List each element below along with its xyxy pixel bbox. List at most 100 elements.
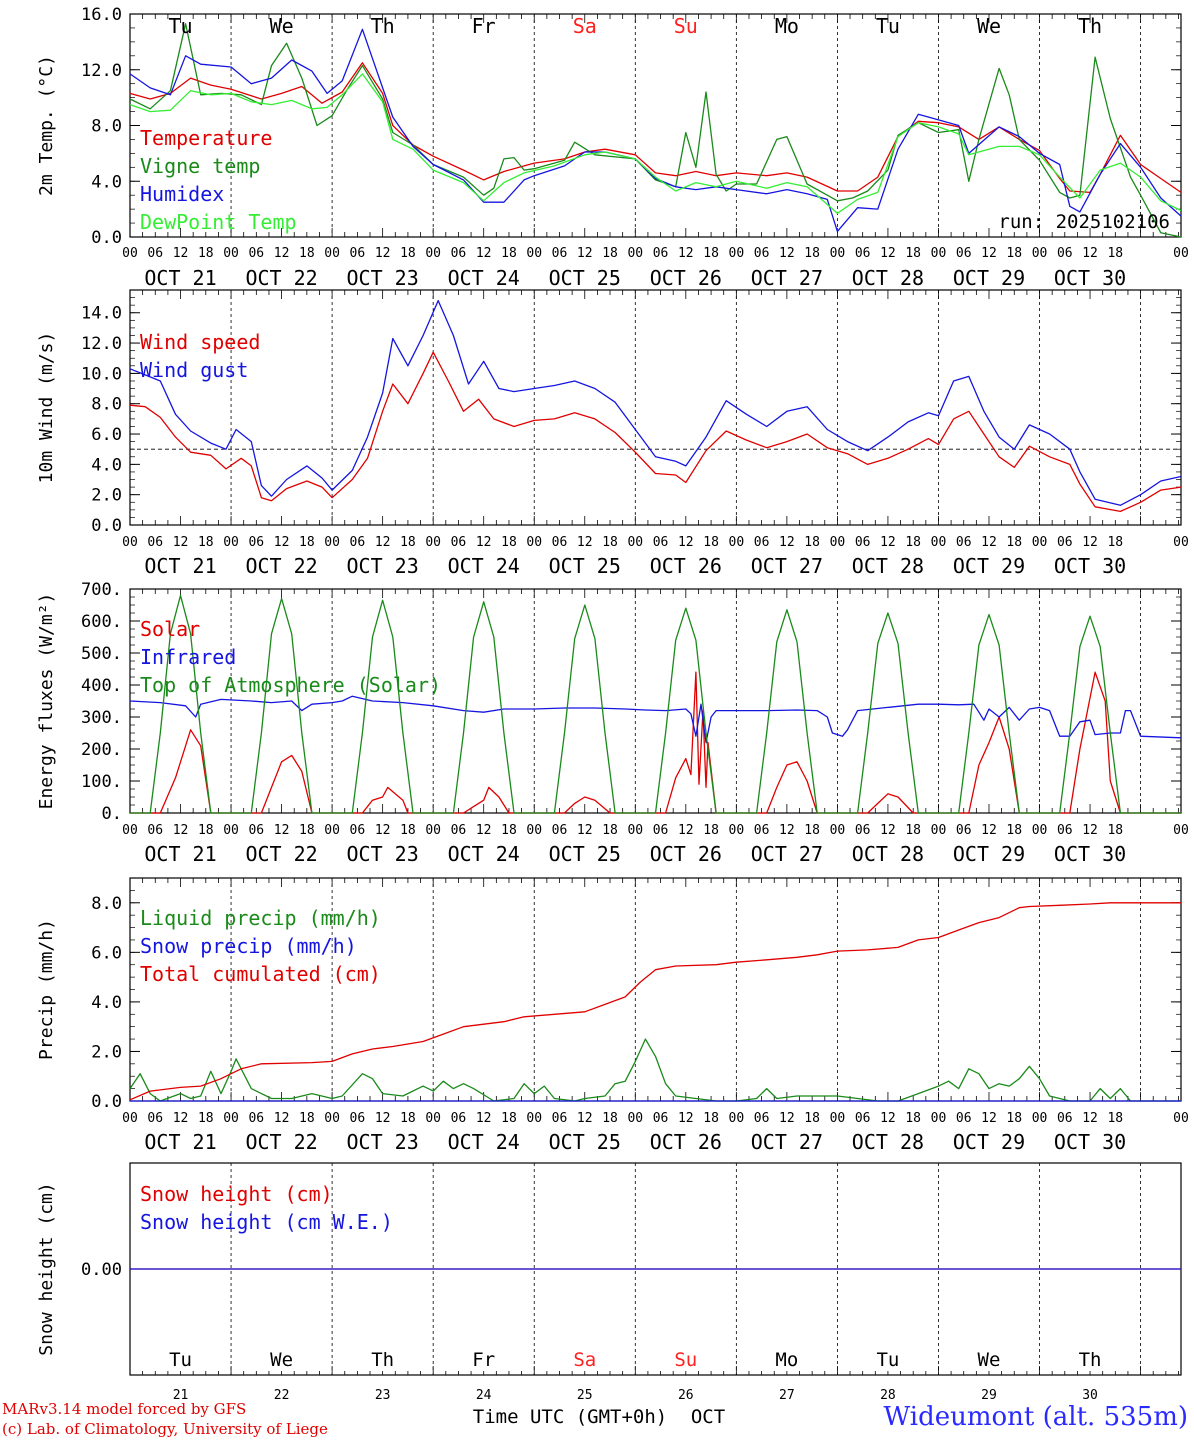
hour-label: 00: [223, 1111, 239, 1126]
hour-label: 00: [324, 246, 340, 261]
hour-label: 12: [779, 823, 795, 838]
hour-label: 12: [375, 1111, 391, 1126]
hour-label: 12: [577, 535, 593, 550]
hour-label: 06: [855, 535, 871, 550]
hour-label: 12: [678, 1111, 694, 1126]
date-label: OCT 26: [650, 266, 722, 290]
hour-label: 06: [956, 823, 972, 838]
date-label: OCT 23: [347, 1130, 419, 1154]
y-tick-label: 8.0: [91, 117, 122, 137]
x-axis-month: OCT: [691, 1406, 725, 1428]
hour-label: 06: [248, 1111, 264, 1126]
weekday-label: Th: [1078, 14, 1102, 38]
y-tick-label: 16.0: [81, 5, 122, 25]
weekday-label: Tu: [876, 1349, 899, 1371]
hour-label: 06: [147, 535, 163, 550]
hour-label: 06: [956, 246, 972, 261]
legend-entry: Infrared: [140, 645, 236, 669]
hour-label: 12: [981, 246, 997, 261]
weekday-label: Tu: [168, 14, 192, 38]
date-label: OCT 24: [448, 842, 520, 866]
day-number-label: 30: [1082, 1388, 1098, 1403]
y-tick-label: 0.0: [91, 516, 122, 536]
hour-label: 06: [147, 1111, 163, 1126]
hour-label: 06: [855, 1111, 871, 1126]
weekday-label: Tu: [876, 14, 900, 38]
hour-label: 12: [476, 823, 492, 838]
credit-model: MARv3.14 model forced by GFS: [2, 1400, 247, 1418]
hour-label: 06: [552, 823, 568, 838]
hour-label: 00: [324, 1111, 340, 1126]
hour-label: 00: [1173, 823, 1189, 838]
legend-entry: Snow height (cm W.E.): [140, 1210, 393, 1234]
legend-entry: DewPoint Temp: [140, 210, 297, 234]
station-name: Wideumont (alt. 535m): [883, 1402, 1188, 1432]
weekday-label: We: [270, 14, 294, 38]
hour-label: 12: [779, 535, 795, 550]
date-label: OCT 26: [650, 1130, 722, 1154]
date-label: OCT 28: [852, 842, 924, 866]
x-axis-label: Time UTC (GMT+0h): [473, 1406, 667, 1428]
weekday-label: We: [978, 1349, 1001, 1371]
weekday-label: Mo: [775, 14, 799, 38]
hour-label: 00: [425, 246, 441, 261]
y-tick-label: 300.: [81, 708, 122, 728]
hour-label: 00: [526, 823, 542, 838]
hour-label: 12: [1082, 535, 1098, 550]
hour-label: 00: [931, 823, 947, 838]
hour-label: 18: [1006, 823, 1022, 838]
weekday-label: Th: [371, 14, 395, 38]
hour-label: 18: [501, 823, 517, 838]
hour-label: 06: [1057, 823, 1073, 838]
hour-label: 06: [1057, 246, 1073, 261]
hour-label: 00: [526, 246, 542, 261]
date-label: OCT 30: [1054, 1130, 1126, 1154]
hour-label: 12: [981, 823, 997, 838]
date-label: OCT 23: [347, 554, 419, 578]
hour-label: 06: [653, 823, 669, 838]
legend-entry: Snow height (cm): [140, 1182, 333, 1206]
y-tick-label: 4.0: [91, 172, 122, 192]
y-tick-label: 500.: [81, 644, 122, 664]
weekday-label: Tu: [169, 1349, 192, 1371]
hour-label: 00: [122, 1111, 138, 1126]
hour-label: 18: [804, 823, 820, 838]
date-label: OCT 29: [953, 266, 1025, 290]
hour-label: 18: [198, 535, 214, 550]
hour-label: 06: [956, 535, 972, 550]
y-axis-label: Energy fluxes (W/m²): [36, 593, 57, 810]
hour-label: 06: [147, 246, 163, 261]
hour-label: 12: [375, 535, 391, 550]
y-tick-label: 700.: [81, 580, 122, 600]
hour-label: 06: [248, 246, 264, 261]
day-number-label: 26: [678, 1388, 694, 1403]
hour-label: 00: [122, 823, 138, 838]
hour-label: 00: [931, 246, 947, 261]
weekday-label: Sa: [573, 1349, 596, 1371]
hour-label: 18: [1107, 535, 1123, 550]
hour-label: 18: [198, 246, 214, 261]
hour-label: 06: [350, 1111, 366, 1126]
hour-label: 06: [552, 535, 568, 550]
hour-label: 06: [147, 823, 163, 838]
hour-label: 18: [602, 823, 618, 838]
date-label: OCT 25: [549, 554, 621, 578]
day-number-label: 24: [476, 1388, 492, 1403]
series-line-humidex: [129, 28, 1182, 233]
hour-label: 18: [501, 1111, 517, 1126]
hour-label: 06: [754, 246, 770, 261]
day-number-label: 29: [981, 1388, 997, 1403]
hour-label: 00: [425, 535, 441, 550]
y-axis-label: 10m Wind (m/s): [36, 332, 57, 484]
weekday-label: Mo: [775, 1349, 798, 1371]
hour-label: 18: [299, 823, 315, 838]
y-tick-label: 0.00: [81, 1260, 122, 1280]
hour-label: 18: [703, 823, 719, 838]
hour-label: 12: [981, 1111, 997, 1126]
hour-label: 06: [350, 246, 366, 261]
hour-label: 12: [274, 1111, 290, 1126]
hour-label: 00: [729, 246, 745, 261]
date-label: OCT 27: [751, 1130, 823, 1154]
hour-label: 06: [754, 823, 770, 838]
